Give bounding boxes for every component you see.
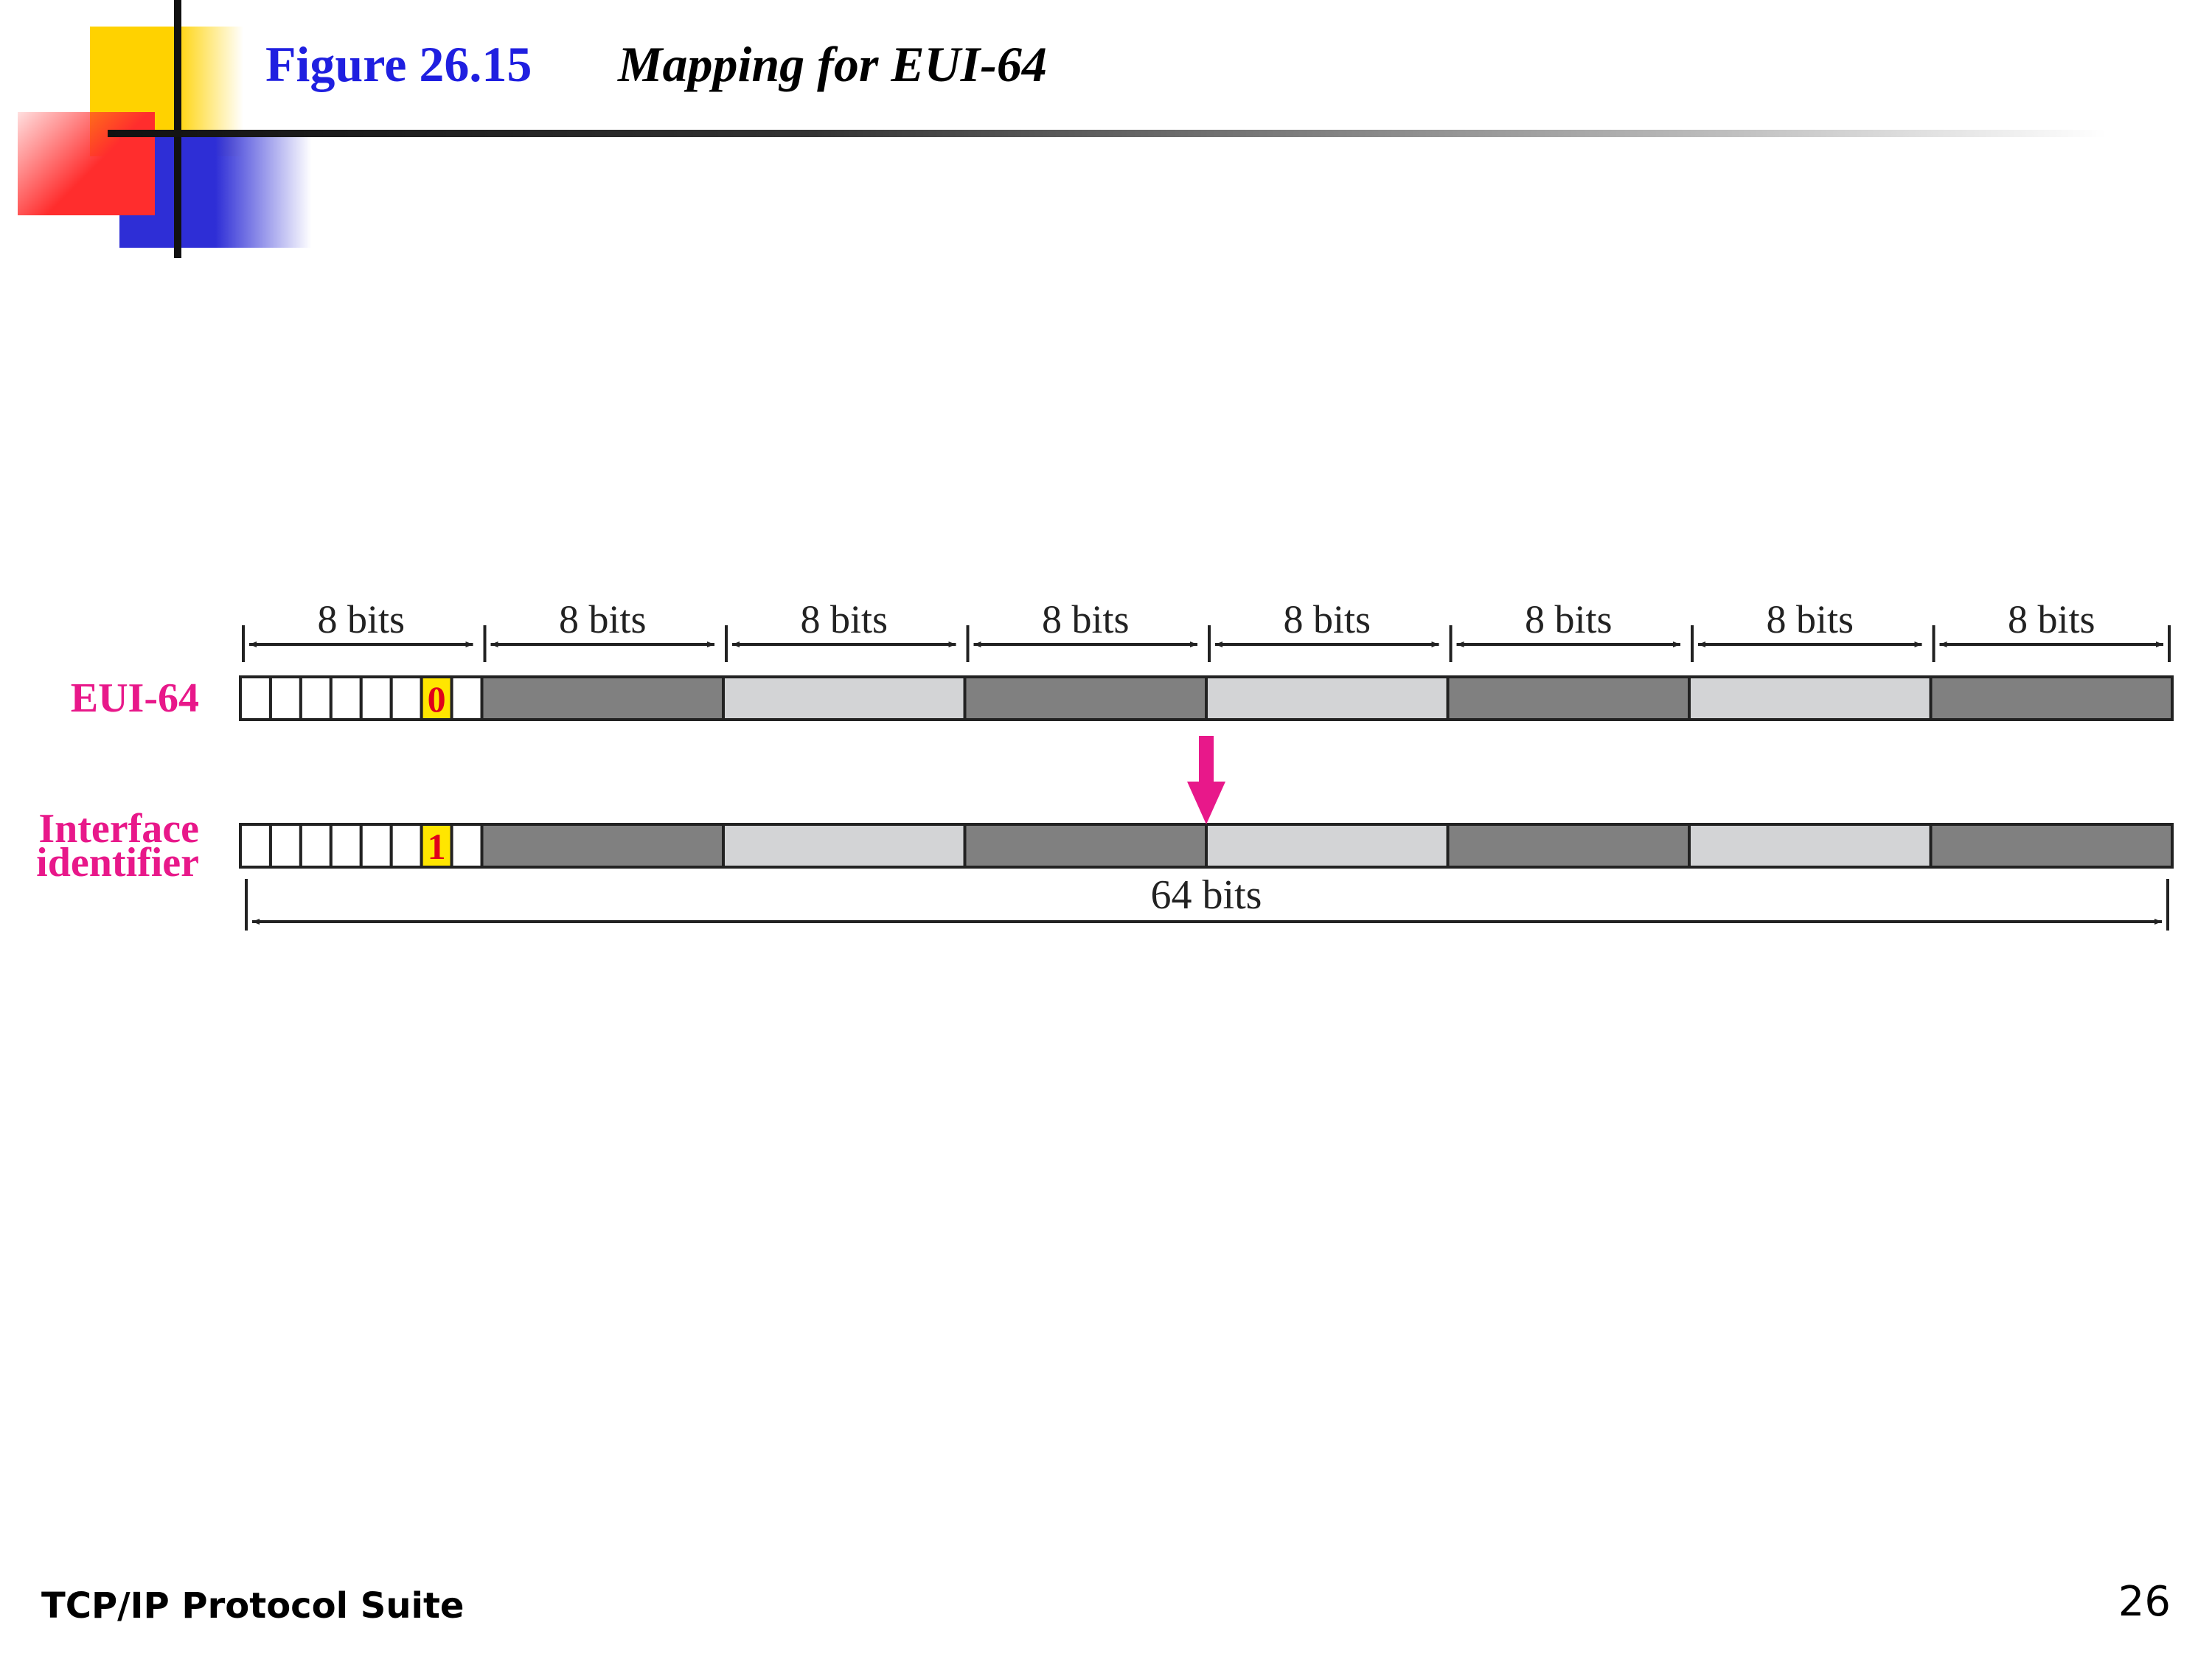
byte-width-label: 8 bits xyxy=(1042,597,1130,641)
byte-block xyxy=(1688,675,1933,721)
mapping-arrow-shaft xyxy=(1199,736,1214,783)
logo-red-square xyxy=(18,112,155,215)
byte-width-label: 8 bits xyxy=(1525,597,1613,641)
total-width-label: 64 bits xyxy=(1151,872,1262,918)
footer-suite-title: TCP/IP Protocol Suite xyxy=(41,1585,465,1627)
byte-block xyxy=(480,675,725,721)
byte-block xyxy=(722,823,967,869)
figure-caption: Mapping for EUI-64 xyxy=(618,36,1047,92)
bit-cell xyxy=(359,675,393,721)
byte-block xyxy=(1446,823,1691,869)
byte-block xyxy=(1929,675,2174,721)
bit-cell xyxy=(450,675,484,721)
bit-cell xyxy=(299,675,333,721)
byte-block xyxy=(1688,823,1933,869)
logo-vertical-line xyxy=(174,0,181,258)
flag-bit-cell xyxy=(420,675,453,721)
bit-cell xyxy=(450,823,484,869)
bit-cell xyxy=(268,823,302,869)
mapping-arrow-head xyxy=(1187,782,1225,824)
byte-block xyxy=(963,823,1208,869)
byte-block xyxy=(722,675,967,721)
flag-bit-value: 0 xyxy=(428,678,446,720)
bit-cell xyxy=(239,675,272,721)
bit-cell xyxy=(239,823,272,869)
bit-cell xyxy=(299,823,333,869)
byte-width-label: 8 bits xyxy=(317,597,405,641)
eui64-row: EUI-64 0 xyxy=(71,675,2174,721)
flag-bit-value: 1 xyxy=(428,826,446,867)
byte-width-label: 8 bits xyxy=(1766,597,1854,641)
row-label: EUI-64 xyxy=(71,675,199,721)
row-label: identifier xyxy=(36,840,199,886)
bit-cell xyxy=(389,823,423,869)
page-number: 26 xyxy=(2118,1578,2171,1626)
byte-block xyxy=(963,675,1208,721)
byte-width-label: 8 bits xyxy=(800,597,888,641)
byte-width-brackets: 8 bits 8 bits 8 bits 8 bits 8 bits 8 bits 8 bi… xyxy=(242,597,2171,662)
bit-cell xyxy=(359,823,393,869)
byte-width-label: 8 bits xyxy=(1283,597,1371,641)
figure-number: Figure 26.15 xyxy=(265,36,532,92)
byte-block xyxy=(480,823,725,869)
row-label: Interface xyxy=(38,806,199,852)
byte-width-label: 8 bits xyxy=(2008,597,2096,641)
bit-cell xyxy=(329,675,363,721)
header-rule xyxy=(108,130,2106,137)
byte-width-label: 8 bits xyxy=(559,597,647,641)
bit-cell xyxy=(389,675,423,721)
total-width-bracket: 64 bits xyxy=(245,872,2169,931)
byte-block xyxy=(1446,675,1691,721)
byte-block xyxy=(1929,823,2174,869)
mapping-arrow xyxy=(1187,736,1225,824)
bit-cell xyxy=(268,675,302,721)
byte-block xyxy=(1205,675,1450,721)
bit-cell xyxy=(329,823,363,869)
byte-block xyxy=(1205,823,1450,869)
